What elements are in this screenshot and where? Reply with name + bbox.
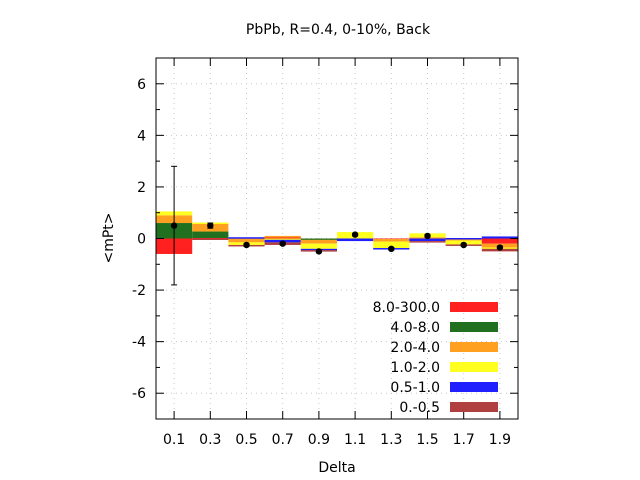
x-tick-label: 0.5 [235,432,257,448]
bar-segment [373,239,410,242]
bar-segment [264,238,301,240]
data-point [207,222,214,229]
x-tick-label: 1.3 [380,432,402,448]
y-tick-label: -6 [132,386,146,402]
legend-swatch [450,322,498,332]
y-tick-label: -2 [132,283,146,299]
axis-ticks: -6 -4 -2 0 2 4 6 0.1 0.3 0.5 0.7 0.9 1.1 1.3 1.5 1.7 1.9 [132,57,518,448]
y-tick-label: 4 [137,128,146,144]
data-point [351,231,359,238]
legend-swatch [450,342,498,352]
legend-swatch [450,382,498,392]
data-point [279,240,286,247]
x-tick-label: 1.1 [344,432,366,448]
bar-segment [300,238,337,240]
data-point [388,245,395,253]
x-tick-label: 0.9 [308,432,330,448]
legend-label: 0.5-1.0 [390,380,440,396]
legend: 8.0-300.0 4.0-8.0 2.0-4.0 1.0-2.0 0.5-1.0 0.-… [373,300,498,416]
bar-segment [481,238,518,244]
bar-segment [300,243,337,249]
chart-title: PbPb, R=0.4, 0-10%, Back [246,22,431,38]
data-point [460,241,467,249]
legend-swatch [450,402,498,412]
y-axis-label: <mPt> [101,212,117,263]
bar-segment [337,238,374,242]
data-point [170,222,178,229]
y-tick-label: -4 [132,335,146,351]
bar-segment [445,238,482,241]
bar-segment [445,237,482,240]
bar-segment [409,241,446,243]
x-tick-label: 1.9 [489,432,511,448]
bar-segment [192,238,229,240]
bar-segment [300,239,337,244]
bar-segment [192,231,229,238]
legend-label: 1.0-2.0 [390,360,440,376]
data-point [424,232,431,240]
legend-label: 2.0-4.0 [390,340,440,356]
legend-swatch [450,362,498,372]
legend-label: 4.0-8.0 [390,320,440,336]
x-tick-label: 1.7 [453,432,475,448]
bar-segment [481,236,518,239]
bar-segment [264,237,301,239]
x-tick-label: 0.3 [199,432,221,448]
x-tick-label: 0.1 [163,432,185,448]
bar-segment [228,238,265,243]
data-points [170,165,504,286]
bar-segment [409,238,446,242]
x-axis-label: Delta [318,460,355,476]
y-tick-label: 2 [137,180,146,196]
legend-label: 8.0-300.0 [373,300,440,316]
data-point [315,248,323,255]
bar-segment [228,237,265,239]
x-tick-label: 1.5 [416,432,438,448]
data-point [243,241,250,249]
y-tick-label: 6 [137,77,146,93]
data-point [496,244,504,251]
bar-segment [373,241,410,249]
bar-segment [264,235,301,238]
x-tick-label: 0.7 [272,432,294,448]
legend-label: 0.-0.5 [399,400,440,416]
y-tick-label: 0 [137,232,146,248]
legend-swatch [450,302,498,312]
